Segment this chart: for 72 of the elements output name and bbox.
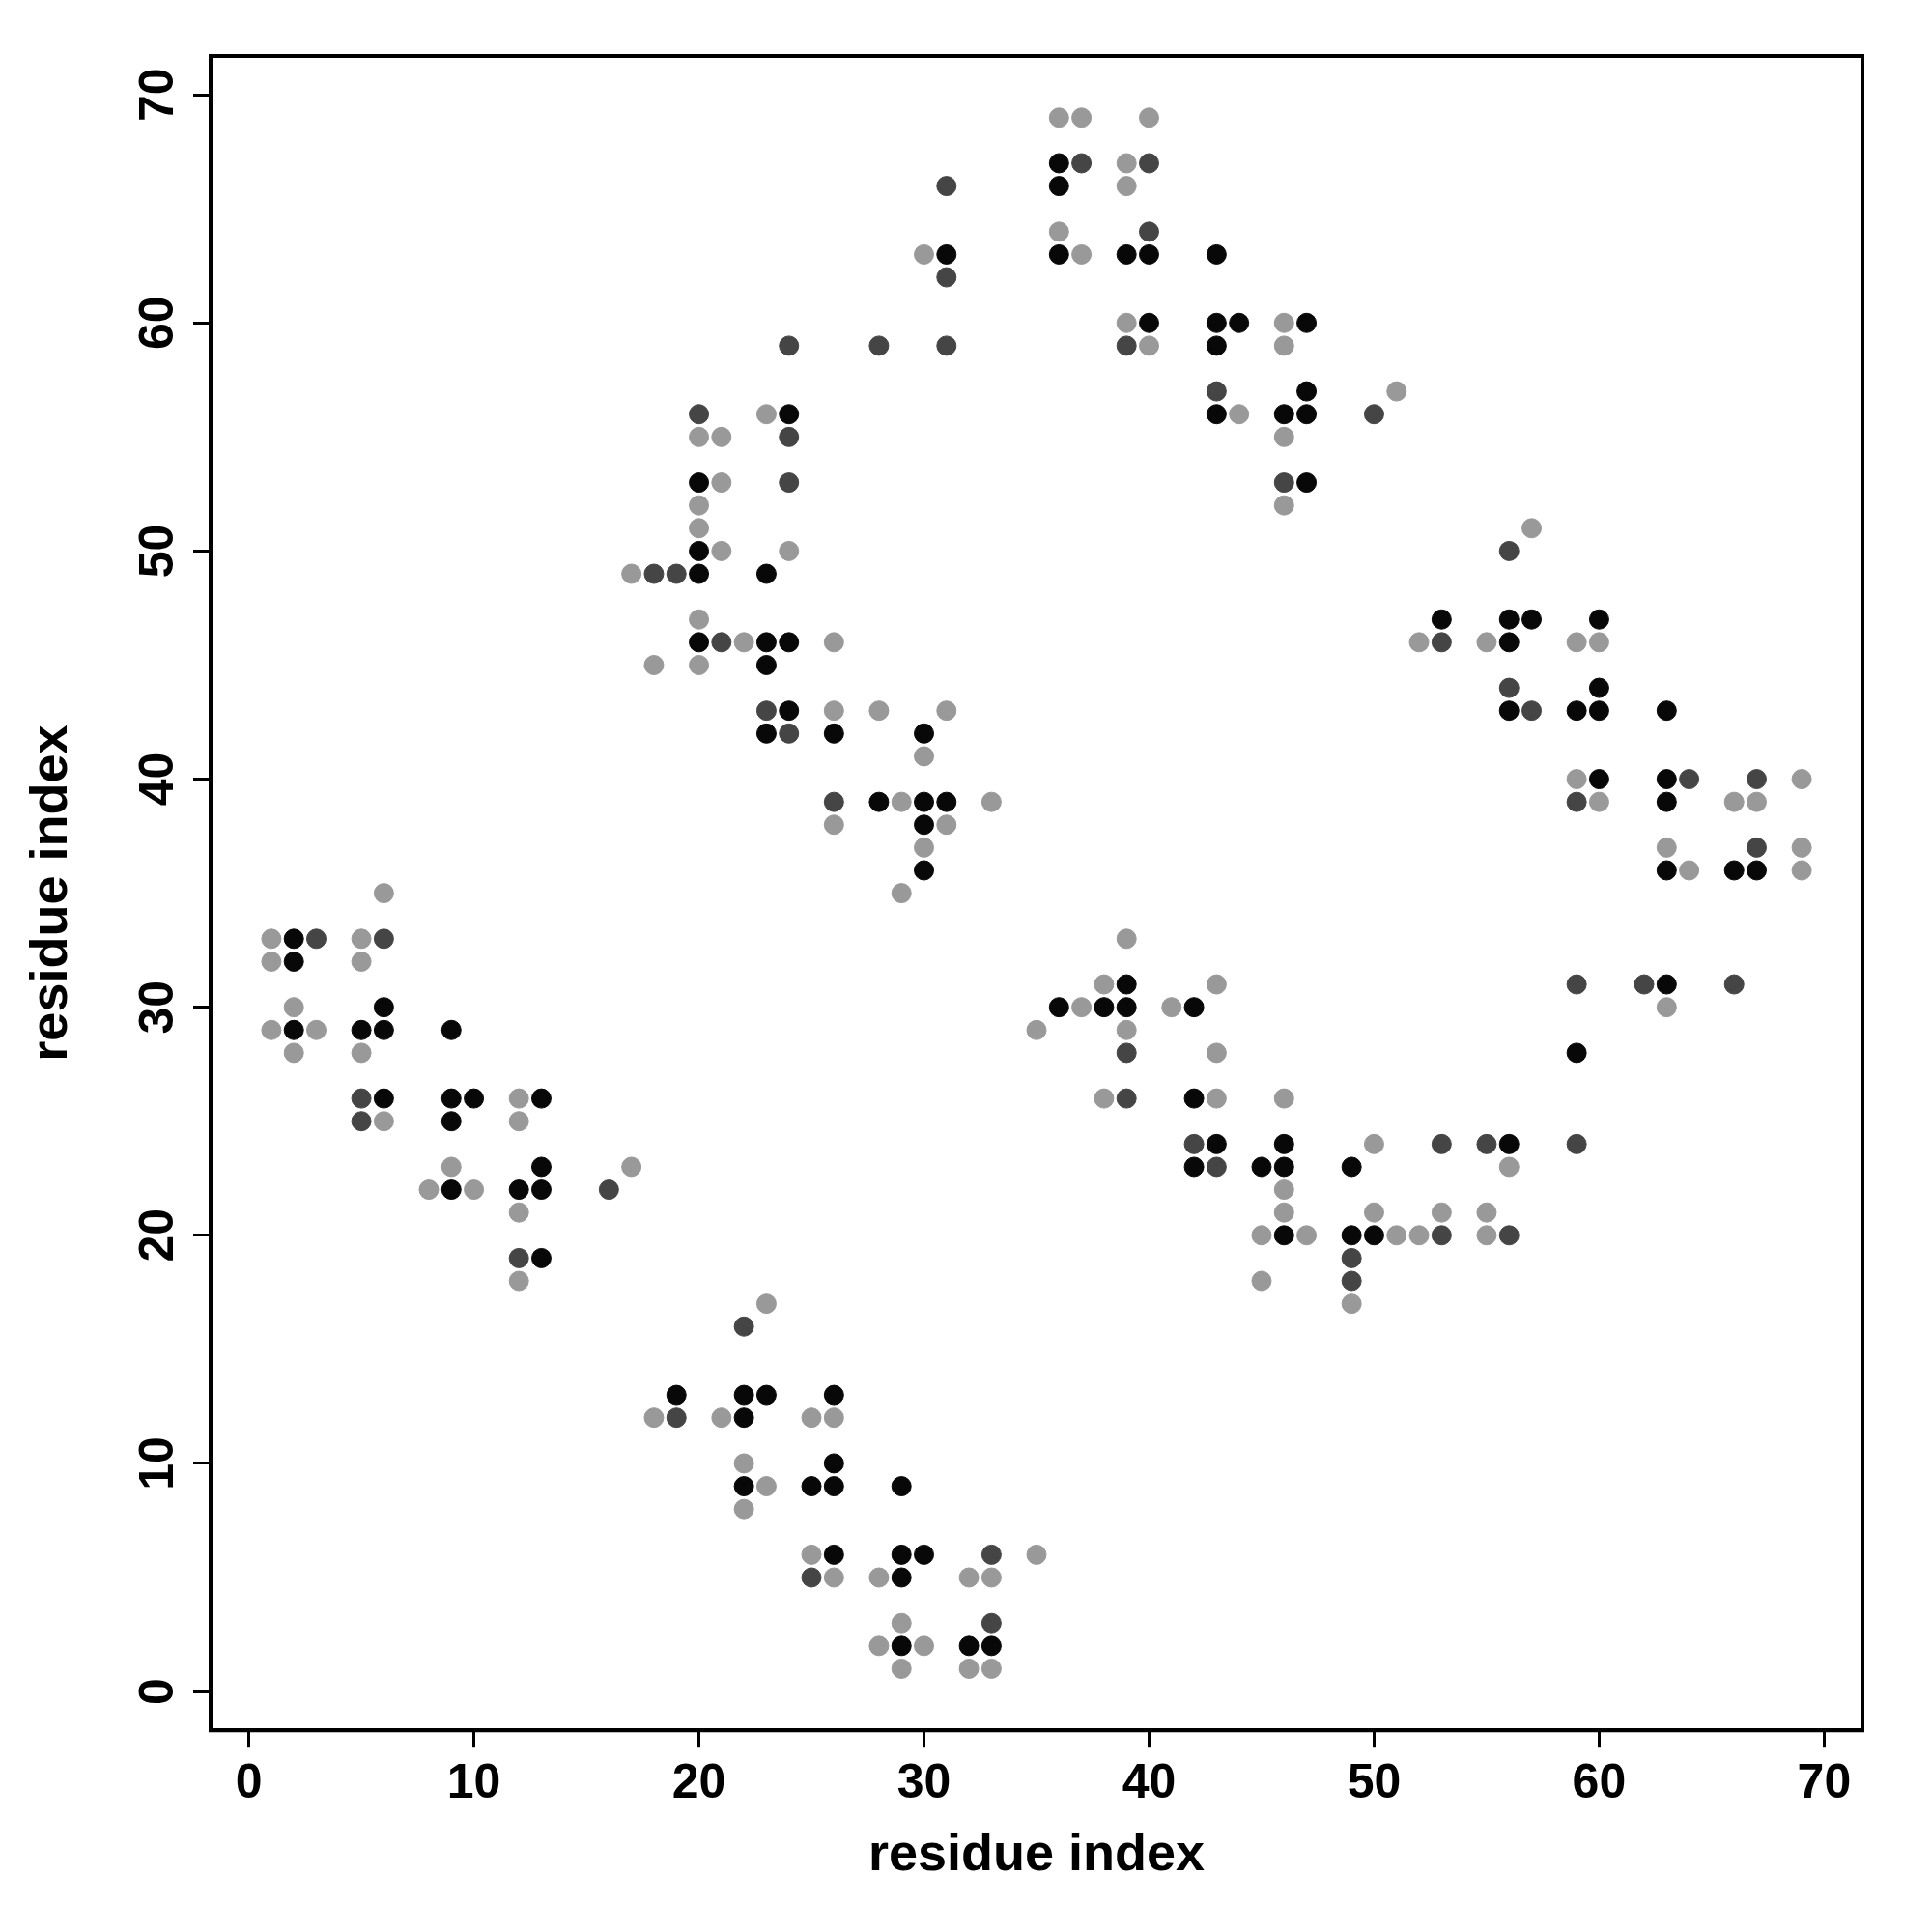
point	[689, 404, 710, 425]
point	[508, 1247, 529, 1268]
point	[823, 791, 844, 812]
point	[351, 1088, 372, 1109]
point	[1566, 1133, 1587, 1154]
point	[1138, 153, 1159, 174]
point	[779, 472, 800, 494]
y-tick-label: 40	[128, 752, 184, 807]
y-tick-label: 70	[128, 68, 184, 122]
point	[1476, 1133, 1497, 1154]
point	[1206, 1156, 1227, 1178]
point	[980, 1612, 1002, 1634]
y-tick-label: 60	[128, 296, 184, 351]
point	[1363, 404, 1384, 425]
point	[1634, 974, 1655, 995]
point	[936, 267, 957, 288]
x-tick-label: 20	[671, 1753, 726, 1808]
point	[779, 335, 800, 356]
point	[1431, 1225, 1452, 1246]
x-tick-label: 70	[1797, 1753, 1852, 1808]
point	[1116, 1042, 1137, 1064]
y-tick-label: 0	[128, 1678, 184, 1705]
point	[598, 1179, 619, 1201]
point	[779, 426, 800, 447]
point	[643, 563, 665, 584]
point	[1498, 540, 1520, 561]
point	[666, 563, 687, 584]
point	[1116, 1088, 1137, 1109]
y-tick-label: 10	[128, 1436, 184, 1491]
y-axis-title: residue index	[19, 724, 78, 1062]
point	[779, 723, 800, 744]
point	[1071, 153, 1093, 174]
point	[755, 700, 777, 722]
point	[1341, 1270, 1362, 1292]
point	[373, 928, 394, 950]
point	[936, 176, 957, 197]
point	[1183, 1133, 1205, 1154]
x-tick-label: 50	[1347, 1753, 1402, 1808]
point	[1566, 974, 1587, 995]
point	[1138, 221, 1159, 242]
point	[1431, 1133, 1452, 1154]
point	[1521, 700, 1543, 722]
point	[868, 335, 890, 356]
x-tick-label: 0	[235, 1753, 263, 1808]
point	[1498, 677, 1520, 698]
point	[936, 335, 957, 356]
point	[801, 1567, 822, 1588]
point	[1206, 381, 1227, 402]
point	[980, 1544, 1002, 1565]
point	[711, 632, 732, 653]
point	[1273, 472, 1294, 494]
x-tick-label: 30	[896, 1753, 952, 1808]
y-tick-label: 20	[128, 1208, 184, 1263]
point	[733, 1316, 754, 1337]
point	[1341, 1247, 1362, 1268]
point	[1498, 1225, 1520, 1246]
point	[351, 1111, 372, 1132]
y-tick-label: 50	[128, 524, 184, 579]
x-axis-title: residue index	[867, 1823, 1206, 1882]
point	[1431, 632, 1452, 653]
point	[1116, 335, 1137, 356]
x-tick-label: 40	[1122, 1753, 1177, 1808]
x-tick-label: 10	[446, 1753, 501, 1808]
point	[1679, 769, 1700, 790]
point	[1747, 769, 1767, 790]
point	[1566, 791, 1587, 812]
y-tick-label: 30	[128, 980, 184, 1035]
point	[1747, 837, 1767, 858]
point	[306, 928, 327, 950]
x-tick-label: 60	[1572, 1753, 1627, 1808]
point	[666, 1407, 687, 1429]
point	[1723, 974, 1745, 995]
